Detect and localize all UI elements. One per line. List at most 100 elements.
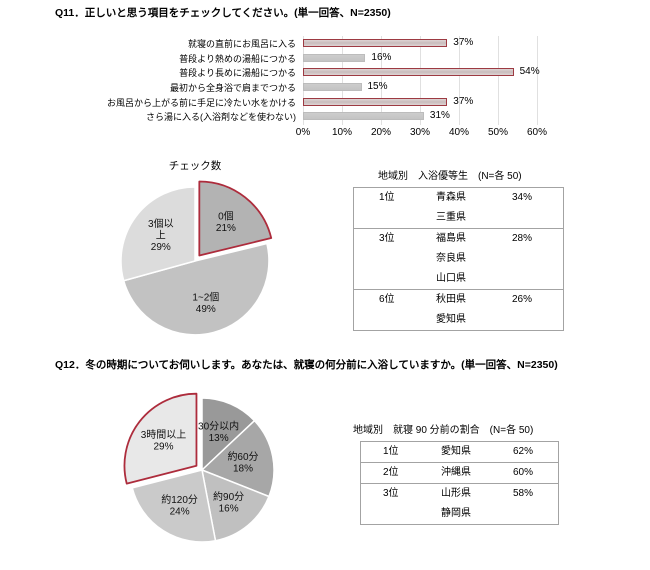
gridline [303, 36, 304, 125]
table-row: 愛知県 [354, 310, 563, 330]
pie-slice [123, 392, 198, 485]
q12-question-title: Q12．冬の時期についてお伺いします。あなたは、就寝の何分前に入浴していますか。… [55, 359, 558, 371]
bar-track: 37% [303, 36, 620, 51]
table1-box: 1位 青森県 34% 三重県 3位 福島県 28% 奈良県 山口県 6位 秋田県 26% 愛知県 [353, 187, 564, 331]
bar-value-label: 54% [519, 66, 540, 78]
bar-plot-area [303, 36, 538, 125]
prefecture-cell: 秋田県 [436, 294, 466, 305]
bar-category-label: 就寝の直前にお風呂に入る [187, 38, 296, 49]
table-row: 3位 福島県 28% [354, 229, 563, 249]
bar-row: 最初から全身浴で肩までつかる 15% [60, 80, 620, 95]
q11-bar-chart: 就寝の直前にお風呂に入る 37% 普段より熱めの湯船につかる 16% 普段より長めに湯船… [60, 36, 620, 142]
bar [303, 53, 366, 62]
bar-row: お風呂から上がる前に手足に冷たい水をかける 37% [60, 95, 620, 110]
pie-label: 3時間以上 29% [141, 429, 187, 453]
rank-cell: 3位 [379, 233, 395, 244]
table-row: 静岡県 [361, 504, 558, 524]
pie-slice [131, 469, 217, 543]
prefecture-cell: 山口県 [436, 273, 466, 284]
pie-slice [198, 180, 273, 257]
bar-value-label: 15% [367, 81, 388, 93]
bar-category-label: さら湯に入る(入浴剤などを使わない) [146, 112, 296, 123]
bar-category-label: 最初から全身浴で肩までつかる [169, 82, 296, 93]
region-ranking-table-1: 地域別 入浴優等生 (N=各 50) 1位 青森県 34% 三重県 3位 福島県 28% 奈良… [353, 170, 564, 331]
percent-cell: 58% [513, 488, 534, 499]
bar-row: 普段より熱めの湯船につかる 16% [60, 51, 620, 66]
prefecture-cell: 奈良県 [436, 253, 466, 264]
table-row: 6位 秋田県 26% [354, 290, 563, 310]
prefecture-cell: 三重県 [436, 212, 466, 223]
table-row: 山口県 [354, 269, 563, 289]
table-group: 1位 愛知県 62% [361, 442, 558, 462]
q11-question-title: Q11．正しいと思う項目をチェックしてください。(単一回答、N=2350) [55, 7, 391, 19]
bar-value-label: 37% [453, 37, 474, 48]
prefecture-cell: 静岡県 [441, 508, 471, 519]
table-row: 三重県 [354, 208, 563, 228]
pie-slice [201, 397, 256, 471]
table-group: 3位 山形県 58% 静岡県 [361, 483, 558, 524]
pie-label: 約120分 24% [161, 493, 198, 518]
table2-title: 地域別 就寝 90 分前の割合 (N=各 50) [353, 425, 534, 436]
prefecture-cell: 山形県 [441, 488, 471, 499]
pie-slice [120, 186, 196, 282]
pie1-title: チェック数 [168, 160, 222, 172]
pie-slice [122, 242, 270, 336]
q12-pie-chart: 30分以内 13% 約60分 18% 約90分 16% 約120分 24% 3時間以上 29% [123, 392, 275, 543]
pie-label: 約90分 16% [213, 490, 244, 515]
prefecture-cell: 沖縄県 [441, 467, 471, 478]
rank-cell: 2位 [383, 467, 399, 478]
q11-pie-chart: 0個 21% 1~2個 49% 3個以上 29% [120, 180, 273, 336]
pie-label: 30分以内 13% [198, 419, 239, 444]
table-group: 6位 秋田県 26% 愛知県 [354, 289, 563, 330]
rank-cell: 3位 [383, 488, 399, 499]
rank-cell: 1位 [383, 446, 399, 457]
gridline [381, 36, 382, 125]
gridline [498, 36, 499, 125]
bar [303, 97, 448, 106]
gridline [342, 36, 343, 125]
prefecture-cell: 愛知県 [436, 314, 466, 325]
bar-value-label: 31% [429, 110, 450, 122]
table1-title: 地域別 入浴優等生 (N=各 50) [378, 171, 522, 182]
bar [303, 83, 362, 92]
table-group: 2位 沖縄県 60% [361, 462, 558, 483]
x-axis: 0% 10% 20% 30% 40% 50% 60% [60, 127, 620, 141]
table-row: 奈良県 [354, 249, 563, 269]
bar-category-label: お風呂から上がる前に手足に冷たい水をかける [106, 97, 296, 108]
bar-value-label: 37% [453, 95, 474, 107]
gridline [537, 36, 538, 125]
table2-box: 1位 愛知県 62% 2位 沖縄県 60% 3位 山形県 58% 静岡県 [360, 441, 559, 525]
bar [303, 112, 424, 121]
table-group: 1位 青森県 34% 三重県 [354, 188, 563, 228]
rank-cell: 6位 [379, 294, 395, 305]
prefecture-cell: 福島県 [436, 233, 466, 244]
region-ranking-table-2: 地域別 就寝 90 分前の割合 (N=各 50) 1位 愛知県 62% 2位 沖縄県 60… [353, 424, 559, 525]
percent-cell: 62% [513, 446, 534, 457]
table-row: 1位 青森県 34% [354, 188, 563, 208]
bar [303, 68, 514, 77]
pie-label: 約60分 18% [227, 450, 258, 475]
x-tick-label: 40% [448, 127, 469, 138]
pie-label: 1~2個 49% [192, 290, 219, 315]
bar-track: 31% [303, 109, 620, 124]
pie-label: 3個以上 29% [148, 217, 174, 253]
percent-cell: 34% [512, 192, 533, 203]
pie-label: 0個 21% [216, 210, 236, 235]
bar-category-label: 普段より長めに湯船につかる [179, 68, 296, 79]
x-tick-label: 60% [526, 127, 547, 138]
x-tick-label: 10% [331, 127, 352, 138]
pie-slice [201, 419, 275, 498]
percent-cell: 26% [512, 294, 533, 305]
table-row: 2位 沖縄県 60% [361, 463, 558, 483]
bar-track: 37% [303, 95, 620, 110]
bar-row: さら湯に入る(入浴剤などを使わない) 31% [60, 109, 620, 124]
table-row: 1位 愛知県 62% [361, 442, 558, 462]
gridline [459, 36, 460, 125]
bar-row: 就寝の直前にお風呂に入る 37% [60, 36, 620, 51]
bar-track: 15% [303, 80, 620, 95]
x-tick-label: 20% [370, 127, 391, 138]
pie-slice [201, 469, 270, 542]
bar [303, 39, 448, 47]
prefecture-cell: 愛知県 [441, 446, 471, 457]
percent-cell: 60% [513, 467, 534, 478]
